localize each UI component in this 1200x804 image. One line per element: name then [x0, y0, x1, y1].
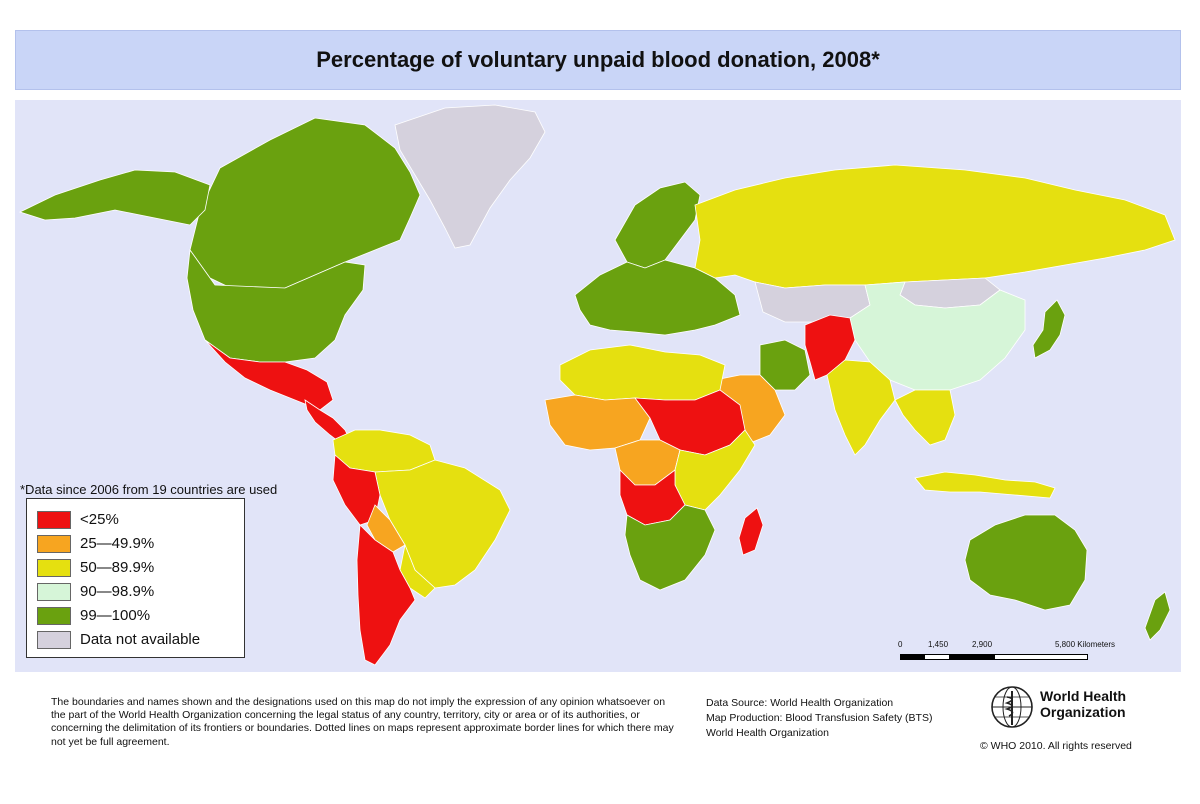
region-mexico	[204, 339, 334, 411]
region-scandinavia	[614, 181, 701, 269]
region-india	[826, 359, 896, 456]
legend-item: 99—100%	[37, 605, 244, 626]
source-line: World Health Organization	[706, 727, 829, 739]
legend-swatch	[37, 630, 71, 649]
region-southeast-asia	[894, 389, 956, 446]
region-usa	[186, 248, 366, 363]
region-argentina-chile	[356, 524, 416, 666]
world-map	[18, 104, 1176, 666]
scale-label: 2,900	[972, 640, 993, 649]
scale-segment	[995, 655, 1087, 659]
region-new-zealand	[1144, 591, 1171, 641]
region-russia	[694, 164, 1176, 289]
region-canada	[189, 117, 421, 291]
title-bar: Percentage of voluntary unpaid blood don…	[15, 30, 1181, 90]
legend-swatch	[37, 582, 71, 601]
legend-item: <25%	[37, 509, 244, 530]
region-japan	[1032, 299, 1066, 359]
legend-label: 25—49.9%	[80, 535, 155, 552]
who-emblem-icon	[991, 686, 1033, 728]
disclaimer: The boundaries and names shown and the d…	[51, 696, 681, 749]
region-greenland	[394, 104, 546, 249]
legend-swatch	[37, 606, 71, 625]
scale-segment	[925, 655, 949, 659]
map-footnote: *Data since 2006 from 19 countries are u…	[20, 482, 278, 497]
legend-label: 90—98.9%	[80, 583, 155, 600]
region-north-africa	[559, 344, 726, 401]
region-alaska	[18, 169, 211, 226]
legend-item: 90—98.9%	[37, 581, 244, 602]
copyright: © WHO 2010. All rights reserved	[980, 740, 1132, 752]
region-madagascar	[738, 507, 764, 556]
disclaimer-text: The boundaries and names shown and the d…	[51, 696, 674, 748]
who-name: World Health Organization	[1040, 688, 1126, 720]
map-title: Percentage of voluntary unpaid blood don…	[316, 47, 880, 72]
legend-item: 50—89.9%	[37, 557, 244, 578]
region-australia	[964, 514, 1088, 611]
data-source: Data Source: World Health Organization M…	[706, 696, 932, 741]
region-europe	[574, 259, 741, 336]
region-southern-africa	[624, 504, 716, 591]
legend-label: 99—100%	[80, 607, 151, 624]
legend-swatch	[37, 534, 71, 553]
legend-label: Data not available	[80, 631, 201, 648]
scale-label: 5,800 Kilometers	[1055, 640, 1116, 649]
scale-label: 0	[898, 640, 903, 649]
scale-bar: 0 1,450 2,900 5,800 Kilometers	[895, 640, 1127, 670]
scale-segment	[949, 655, 995, 659]
legend-label: <25%	[80, 511, 119, 528]
scale-label: 1,450	[928, 640, 949, 649]
org-line: World Health	[1040, 688, 1127, 704]
region-indonesia	[914, 471, 1056, 499]
legend-swatch	[37, 558, 71, 577]
source-line: Data Source: World Health Organization	[706, 697, 894, 709]
legend-label: 50—89.9%	[80, 559, 155, 576]
legend-item: 25—49.9%	[37, 533, 244, 554]
legend: <25% 25—49.9% 50—89.9% 90—98.9% 99—100% …	[26, 498, 245, 658]
scale-segment	[901, 655, 925, 659]
legend-swatch	[37, 510, 71, 529]
legend-item: Data not available	[37, 629, 244, 650]
scale-track	[900, 654, 1088, 660]
source-line: Map Production: Blood Transfusion Safety…	[706, 712, 933, 724]
org-line: Organization	[1040, 704, 1126, 720]
